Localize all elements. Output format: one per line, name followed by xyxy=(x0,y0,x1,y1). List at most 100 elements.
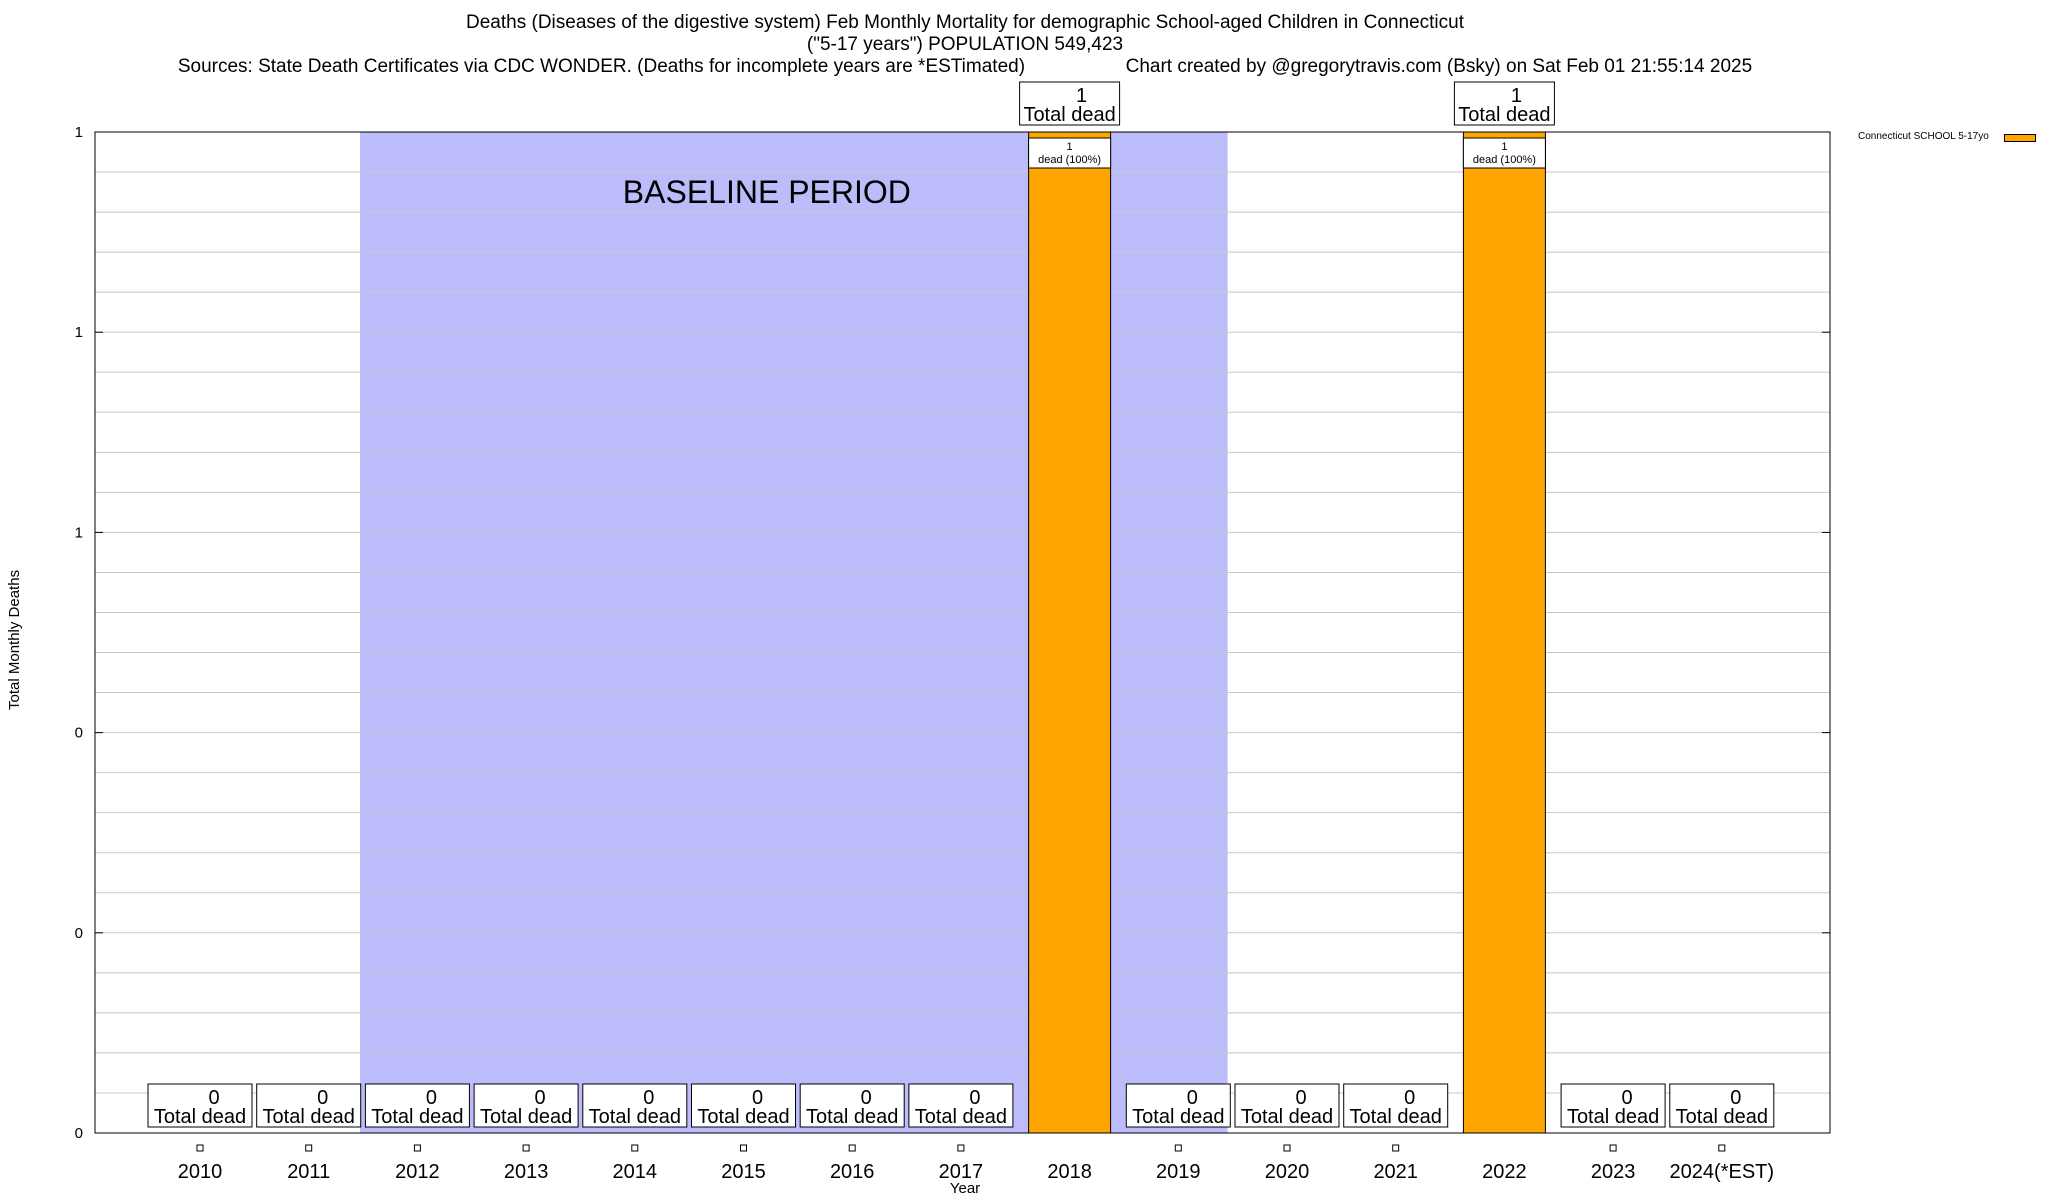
total-value: 0 xyxy=(535,1087,546,1109)
x-tick-label: 2022 xyxy=(1482,1161,1527,1183)
x-tick-marker xyxy=(848,1144,856,1152)
total-label-box xyxy=(691,1083,796,1128)
y-tick-label: 0 xyxy=(75,725,83,742)
x-tick-marker xyxy=(522,1144,530,1152)
total-label: Total dead xyxy=(806,1106,898,1128)
total-label: Total dead xyxy=(263,1106,355,1128)
x-tick-label: 2014 xyxy=(613,1161,658,1183)
total-label-box xyxy=(1019,81,1121,126)
total-label: Total dead xyxy=(1023,104,1115,126)
total-value: 0 xyxy=(752,1087,763,1109)
total-value: 0 xyxy=(426,1087,437,1109)
chart-title: Deaths (Diseases of the digestive system… xyxy=(0,12,1930,78)
total-label: Total dead xyxy=(1676,1106,1768,1128)
legend-swatch xyxy=(2004,134,2036,142)
total-label-box xyxy=(473,1083,579,1128)
plot-frame xyxy=(94,131,1831,1134)
total-label: Total dead xyxy=(1350,1106,1442,1128)
x-tick-label: 2019 xyxy=(1156,1161,1201,1183)
total-label-box xyxy=(1125,1083,1231,1128)
credit-text: Chart created by @gregorytravis.com (Bsk… xyxy=(1125,56,1753,77)
x-tick-marker xyxy=(305,1144,313,1152)
total-label: Total dead xyxy=(1567,1106,1659,1128)
x-tick-label: 2020 xyxy=(1265,1161,1310,1183)
title-line-2: ("5-17 years") POPULATION 549,423 xyxy=(806,34,1124,55)
total-label-box xyxy=(1453,81,1555,126)
x-tick-label: 2010 xyxy=(178,1161,223,1183)
total-label-box xyxy=(908,1083,1014,1128)
x-tick-label: 2011 xyxy=(287,1161,330,1183)
x-tick-marker xyxy=(1283,1144,1291,1152)
x-axis-label: Year xyxy=(949,1180,981,1197)
total-label: Total dead xyxy=(154,1106,246,1128)
total-label: Total dead xyxy=(371,1106,463,1128)
x-tick-marker xyxy=(413,1144,421,1152)
total-value: 1 xyxy=(1511,85,1522,107)
total-value: 0 xyxy=(1187,1087,1198,1109)
total-value: 0 xyxy=(861,1087,872,1109)
total-label-box xyxy=(364,1083,470,1128)
y-tick-label: 1 xyxy=(75,324,83,341)
total-label-box xyxy=(1343,1083,1449,1128)
x-tick-label: 2024(*EST) xyxy=(1670,1161,1775,1183)
total-label: Total dead xyxy=(1458,104,1550,126)
x-tick-label: 2023 xyxy=(1591,1161,1636,1183)
title-line-1: Deaths (Diseases of the digestive system… xyxy=(466,12,1464,33)
bar-inner-label-count: 1 xyxy=(1067,141,1073,153)
total-label: Total dead xyxy=(480,1106,572,1128)
baseline-annotation: BASELINE PERIOD xyxy=(623,174,911,210)
bar-inner-label-percent: dead (100%) xyxy=(1473,154,1536,166)
total-label: Total dead xyxy=(915,1106,1007,1128)
bar xyxy=(1028,131,1112,1134)
total-label-box xyxy=(1669,1083,1775,1128)
bar-inner-label-box xyxy=(1028,137,1112,169)
x-tick-label: 2017 xyxy=(939,1161,984,1183)
total-value: 0 xyxy=(208,1087,219,1109)
x-tick-label: 2021 xyxy=(1373,1161,1418,1183)
y-tick-label: 1 xyxy=(75,124,83,141)
total-label-box xyxy=(582,1083,688,1128)
x-tick-label: 2015 xyxy=(721,1161,766,1183)
total-value: 0 xyxy=(317,1087,328,1109)
bar-inner-label-percent: dead (100%) xyxy=(1038,154,1101,166)
total-label: Total dead xyxy=(589,1106,681,1128)
total-value: 0 xyxy=(1404,1087,1415,1109)
x-tick-marker xyxy=(631,1144,639,1152)
y-tick-label: 1 xyxy=(75,524,83,541)
total-label: Total dead xyxy=(1241,1106,1333,1128)
sources-text: Sources: State Death Certificates via CD… xyxy=(177,56,1026,77)
x-tick-marker xyxy=(1718,1144,1726,1152)
total-value: 1 xyxy=(1076,85,1087,107)
y-tick-label: 0 xyxy=(75,925,83,942)
total-label-box xyxy=(1234,1083,1340,1128)
x-tick-label: 2018 xyxy=(1047,1161,1092,1183)
legend-label: Connecticut SCHOOL 5-17yo xyxy=(1858,131,1989,142)
x-tick-marker xyxy=(740,1144,747,1152)
x-tick-marker xyxy=(1609,1144,1617,1152)
total-value: 0 xyxy=(1295,1087,1306,1109)
bar-inner-label-box xyxy=(1462,137,1546,169)
x-tick-label: 2012 xyxy=(395,1161,440,1183)
x-tick-marker xyxy=(957,1144,965,1152)
total-label: Total dead xyxy=(1132,1106,1224,1128)
x-tick-label: 2013 xyxy=(504,1161,549,1183)
y-axis-label: Total Monthly Deaths xyxy=(6,569,23,710)
total-label-box xyxy=(147,1083,253,1128)
x-tick-marker xyxy=(196,1144,204,1152)
total-value: 0 xyxy=(1622,1087,1633,1109)
total-label-box xyxy=(1560,1083,1666,1128)
x-tick-marker xyxy=(1392,1144,1400,1152)
bar xyxy=(1462,131,1546,1134)
total-label-box xyxy=(799,1083,905,1128)
total-value: 0 xyxy=(643,1087,654,1109)
total-value: 0 xyxy=(1730,1087,1741,1109)
x-tick-marker xyxy=(1174,1144,1182,1152)
y-tick-label: 0 xyxy=(75,1125,83,1142)
title-line-3: Sources: State Death Certificates via CD… xyxy=(0,56,1930,78)
bar-inner-label-count: 1 xyxy=(1501,141,1507,153)
x-tick-label: 2016 xyxy=(830,1161,875,1183)
total-value: 0 xyxy=(969,1087,980,1109)
total-label: Total dead xyxy=(697,1106,789,1128)
total-label-box xyxy=(256,1083,362,1128)
